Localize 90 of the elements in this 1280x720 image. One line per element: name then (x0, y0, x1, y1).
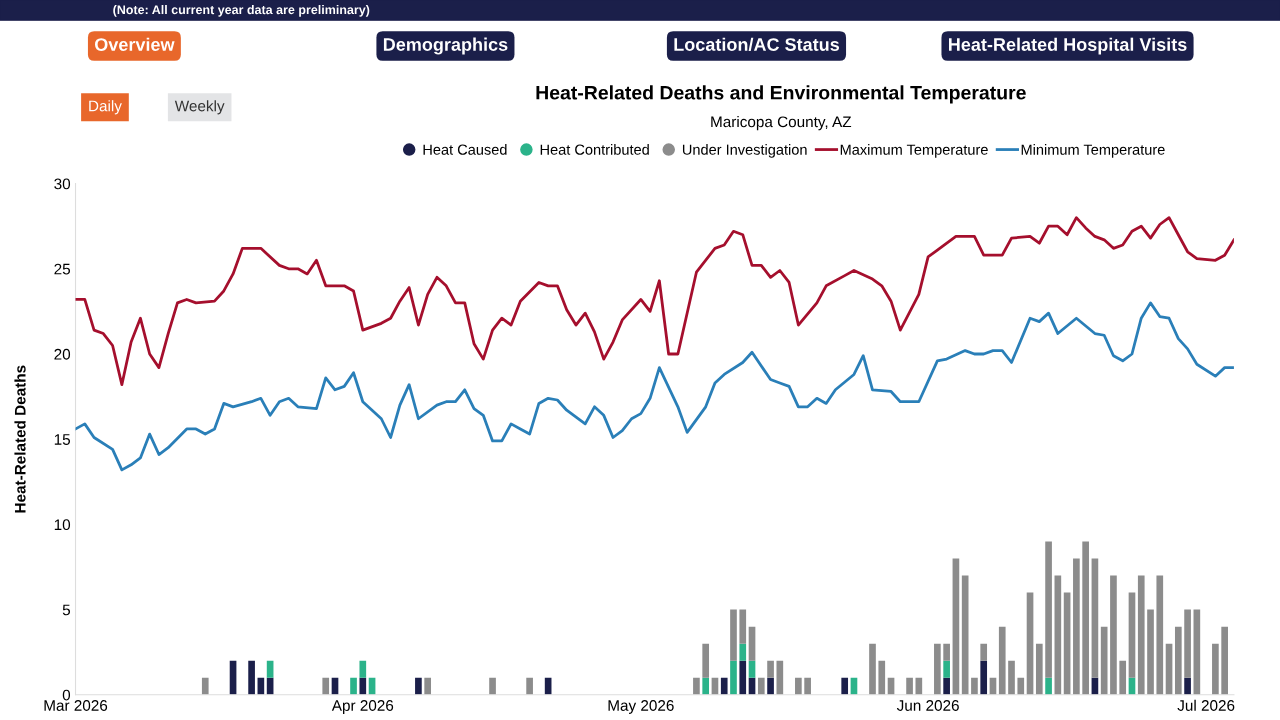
x-tick-label: Mar 2026 (44, 700, 108, 711)
bar (776, 660, 784, 695)
bar (971, 677, 978, 695)
bar (980, 660, 988, 695)
bar (350, 677, 357, 695)
bar (869, 643, 876, 695)
bar (841, 677, 849, 695)
bar (1017, 677, 1025, 695)
bar (739, 609, 747, 644)
bar (526, 677, 533, 695)
legend-label: Minimum Temperature (1021, 144, 1165, 158)
y-tick-label: 10 (54, 519, 71, 531)
bar (1184, 677, 1191, 695)
y-tick-label: 5 (62, 604, 71, 616)
bar (489, 677, 496, 695)
bar (980, 643, 988, 661)
line-series (75, 301, 1234, 472)
bar (1073, 558, 1080, 695)
x-tick-label: May 2026 (608, 700, 674, 714)
bar (415, 677, 422, 695)
bar (934, 643, 941, 695)
bar (702, 643, 710, 678)
bar (1221, 626, 1228, 695)
bar (748, 626, 756, 661)
y-tick-label: 30 (54, 178, 71, 190)
bar (943, 660, 950, 678)
bar (915, 677, 923, 695)
y-tick-label: 25 (54, 263, 71, 275)
legend-label: Heat Caused (423, 144, 507, 155)
bar (1174, 626, 1182, 695)
x-tick-label: Jul 2026 (1177, 699, 1235, 711)
bar (906, 677, 913, 695)
bar (730, 609, 737, 661)
x-tick-label: Jun 2026 (896, 700, 959, 711)
text: Overview (95, 37, 175, 51)
bar (1156, 575, 1164, 695)
bar (767, 660, 774, 678)
y-tick-label: 20 (54, 348, 71, 360)
text: Daily (89, 100, 122, 115)
bar (943, 677, 950, 695)
legend-label: Maximum Temperature (840, 144, 988, 158)
text: Location/AC Status (674, 37, 840, 52)
bar (730, 660, 737, 695)
text: Demographics (383, 37, 508, 55)
bar (804, 677, 811, 695)
legend-label: Heat Contributed (540, 144, 649, 155)
bar (1091, 558, 1099, 678)
bar (1212, 643, 1219, 695)
bar (1045, 541, 1052, 678)
bar (1184, 609, 1191, 678)
bar (424, 677, 432, 695)
bar (739, 643, 747, 661)
x-tick-label: Apr 2026 (331, 700, 394, 714)
bar (739, 660, 747, 695)
bar (961, 575, 969, 695)
bar (720, 677, 728, 695)
text: (Note: All current year data are preliminary) (113, 4, 370, 17)
bar (943, 643, 950, 661)
bar (952, 558, 960, 695)
bar (201, 677, 209, 695)
bar (359, 677, 367, 695)
bar (1045, 677, 1052, 695)
bar (1147, 609, 1154, 695)
line-series (75, 216, 1234, 387)
chart-title: Heat-Related Deaths and Environmental Temperature (536, 85, 1026, 104)
bar (1008, 660, 1015, 695)
y-tick-label: 0 (62, 689, 71, 701)
bar (767, 677, 774, 695)
bar (878, 660, 886, 695)
bar (702, 677, 710, 695)
bar (1128, 592, 1136, 678)
text: Weekly (174, 100, 225, 115)
bar (757, 677, 765, 695)
bar (248, 660, 255, 695)
bar (359, 660, 367, 678)
bar (795, 677, 802, 695)
bar (1137, 575, 1145, 695)
bar (1100, 626, 1108, 695)
y-tick-label: 15 (54, 434, 71, 445)
bar (1082, 541, 1089, 695)
bar (998, 626, 1006, 695)
bar (1035, 643, 1043, 695)
legend-label: Under Investigation (682, 144, 807, 158)
chart-subtitle: Maricopa County, AZ (711, 116, 852, 131)
y-axis-title: Heat-Related Deaths (14, 365, 26, 513)
bar (322, 677, 330, 695)
text: Heat-Related Hospital Visits (948, 37, 1187, 55)
bar (1119, 660, 1127, 695)
bar (693, 677, 700, 695)
bar (1110, 575, 1117, 695)
